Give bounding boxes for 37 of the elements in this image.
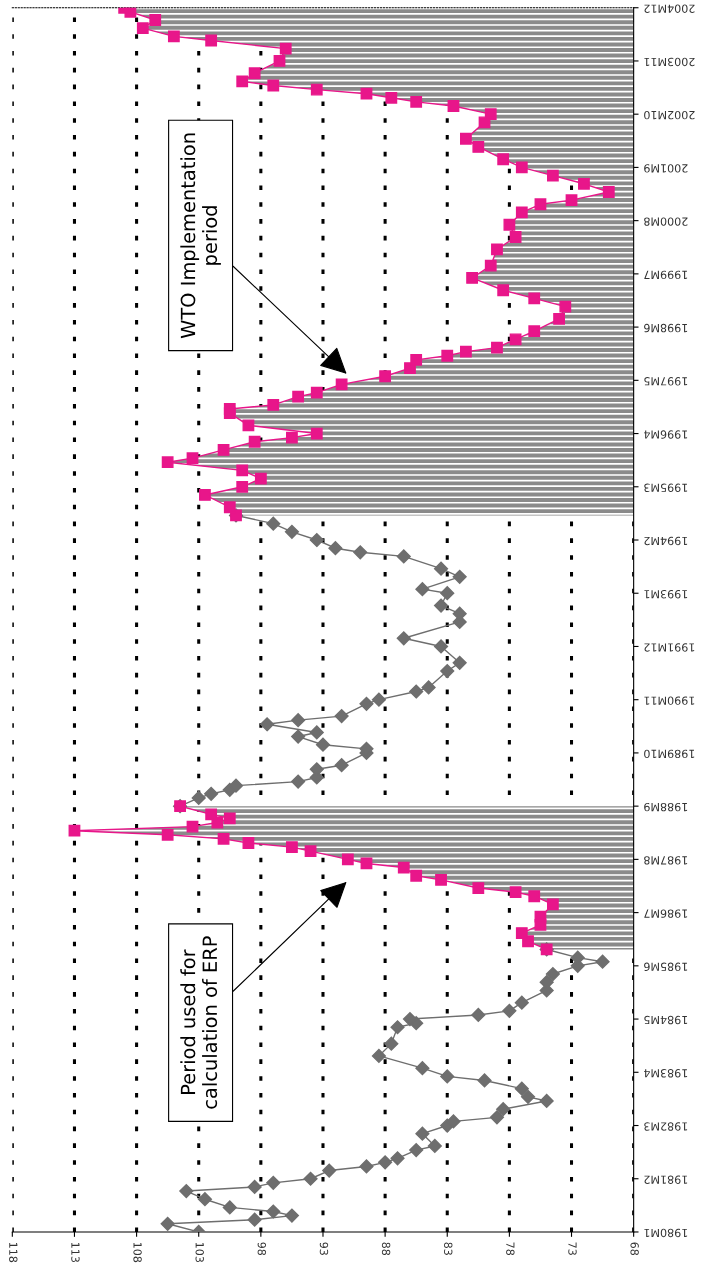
y-tick-label: 1993M1 bbox=[644, 590, 688, 599]
x-tick-label: 78 bbox=[506, 1242, 515, 1256]
y-tick-label: 1987M8 bbox=[644, 856, 688, 865]
y-tick-label: 1985M6 bbox=[644, 962, 688, 972]
y-tick-label: 2002M10 bbox=[644, 110, 695, 120]
y-tick-label: 1984M5 bbox=[644, 1015, 688, 1025]
x-tick-label: 88 bbox=[381, 1242, 391, 1256]
annotation: Period used for calculation of ERP bbox=[180, 936, 218, 1109]
y-tick-label: 1983M4 bbox=[644, 1069, 688, 1078]
y-tick-label: 2001M9 bbox=[644, 164, 688, 173]
y-tick-label: 1994M2 bbox=[644, 536, 688, 546]
y-tick-label: 1986M7 bbox=[644, 909, 688, 918]
y-tick-label: 1981M2 bbox=[644, 1175, 688, 1184]
y-tick-label: 1990M11 bbox=[644, 696, 695, 705]
y-tick-label: 1989M10 bbox=[644, 749, 695, 759]
y-tick-label: 2004M12 bbox=[644, 4, 695, 13]
y-tick-label: 1991M12 bbox=[644, 643, 695, 652]
x-tick-label: 103 bbox=[195, 1242, 204, 1263]
y-tick-label: 1999M7 bbox=[644, 270, 688, 280]
y-tick-label: 1980M1 bbox=[644, 1228, 688, 1238]
x-tick-label: 93 bbox=[319, 1242, 329, 1255]
y-tick-label: 1995M3 bbox=[644, 483, 688, 492]
y-tick-label: 2000M8 bbox=[644, 217, 688, 226]
y-tick-label: 2003M11 bbox=[644, 57, 695, 67]
y-tick-label: 1997M5 bbox=[644, 377, 688, 386]
x-tick-label: 98 bbox=[257, 1242, 267, 1256]
x-tick-label: 118 bbox=[9, 1242, 18, 1263]
x-tick-label: 68 bbox=[630, 1242, 639, 1256]
y-tick-label: 1988M9 bbox=[644, 802, 688, 812]
x-tick-label: 73 bbox=[568, 1242, 577, 1255]
x-tick-label: 108 bbox=[133, 1242, 142, 1263]
annotation: WTO Implementation period bbox=[180, 133, 221, 339]
y-tick-label: 1996M4 bbox=[644, 430, 688, 439]
x-tick-label: 113 bbox=[71, 1242, 80, 1263]
y-tick-label: 1982M3 bbox=[644, 1122, 688, 1131]
y-tick-label: 1998M6 bbox=[644, 323, 688, 333]
x-tick-label: 83 bbox=[444, 1242, 453, 1255]
